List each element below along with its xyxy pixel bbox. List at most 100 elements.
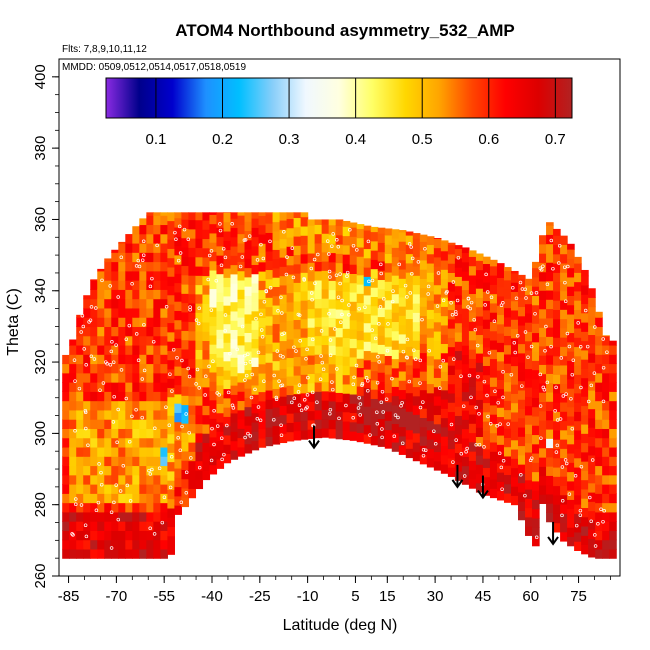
heat-cell — [209, 427, 218, 438]
heat-cell — [300, 253, 309, 264]
heat-cell — [328, 363, 337, 374]
sample-point — [277, 379, 281, 383]
heat-cell — [567, 360, 575, 371]
heat-cell — [391, 423, 400, 434]
heat-cell — [595, 539, 603, 550]
heat-cell — [510, 319, 519, 330]
heat-cell — [454, 267, 463, 277]
heat-cell — [153, 289, 161, 300]
heat-cell — [567, 425, 575, 436]
heat-cell — [525, 322, 533, 333]
heat-cell — [230, 394, 239, 405]
heat-cell — [602, 391, 610, 402]
heat-cell — [574, 457, 582, 468]
heat-cell — [97, 372, 105, 383]
sample-point — [413, 357, 418, 361]
sample-point — [497, 451, 502, 456]
heat-cell — [83, 400, 91, 411]
heat-cell — [588, 362, 596, 373]
sample-point — [262, 379, 266, 383]
heat-cell — [167, 452, 175, 463]
heat-cell — [230, 375, 239, 386]
heat-cell — [475, 464, 484, 475]
heat-cell — [412, 303, 421, 313]
heat-cell — [97, 289, 105, 300]
heat-cell — [539, 253, 547, 263]
heat-cell — [111, 252, 119, 263]
heat-cell — [398, 333, 407, 344]
heat-cell — [62, 437, 70, 448]
sample-point — [160, 520, 165, 525]
sample-point — [573, 474, 578, 478]
heat-cell — [97, 307, 105, 318]
heat-cell — [209, 279, 218, 290]
heat-cell — [588, 473, 596, 484]
sample-point — [541, 264, 545, 269]
sample-point — [80, 313, 85, 318]
heat-cell — [223, 267, 232, 278]
heat-cell — [202, 460, 211, 471]
heat-cell — [447, 242, 456, 246]
heat-cell — [104, 465, 112, 476]
heat-cell — [525, 377, 533, 388]
heat-cell — [139, 280, 147, 290]
sample-point — [373, 336, 378, 341]
heat-cell — [405, 438, 414, 449]
sample-point — [421, 448, 426, 452]
heat-cell — [125, 548, 133, 559]
heat-cell — [419, 343, 428, 354]
heat-cell — [132, 400, 140, 411]
heat-cell — [125, 456, 133, 467]
sample-point — [570, 372, 575, 377]
heat-cell — [265, 343, 274, 354]
heat-cell — [286, 212, 295, 219]
heat-cell — [132, 511, 140, 522]
heat-cell — [125, 493, 133, 504]
heat-cell — [539, 364, 547, 375]
heat-cell — [167, 331, 175, 342]
heat-cell — [567, 536, 575, 547]
sample-point — [310, 390, 315, 395]
heat-cell — [321, 372, 330, 383]
heat-cell — [518, 287, 526, 298]
heat-cell — [76, 437, 84, 448]
heat-cell — [328, 335, 337, 346]
heat-cell — [146, 252, 154, 263]
heat-cell — [377, 279, 386, 290]
heat-cell — [412, 256, 421, 267]
heat-cell — [279, 359, 288, 369]
heat-cell — [125, 409, 133, 420]
heat-cell — [279, 340, 288, 351]
heat-cell — [300, 244, 309, 255]
heat-cell — [546, 225, 554, 235]
heat-cell — [83, 419, 91, 429]
heat-cell — [132, 502, 140, 513]
heat-cell — [539, 373, 547, 384]
heat-cell — [160, 280, 168, 290]
heat-cell — [405, 392, 414, 403]
heat-cell — [104, 307, 112, 318]
x-tick-label: -55 — [153, 588, 175, 605]
heat-cell — [181, 219, 190, 229]
heat-cell — [356, 256, 365, 267]
heat-cell — [588, 445, 596, 456]
heat-cell — [272, 295, 281, 306]
sample-point — [272, 417, 276, 422]
heat-cell — [440, 240, 449, 243]
sample-point — [309, 266, 314, 271]
heat-cell — [90, 456, 98, 467]
heat-cell — [272, 277, 281, 288]
heat-cell — [286, 274, 295, 284]
heat-cell — [160, 317, 168, 328]
heat-cell — [167, 480, 175, 490]
sample-point — [390, 376, 394, 381]
heat-cell — [111, 530, 119, 541]
heat-cell — [209, 212, 218, 215]
heat-cell — [132, 391, 140, 402]
heat-cell — [76, 391, 84, 402]
heat-cell — [447, 374, 456, 385]
heat-cell — [153, 224, 161, 235]
heat-cell — [433, 451, 442, 462]
heat-cell — [602, 465, 610, 476]
heat-cell — [342, 291, 351, 302]
